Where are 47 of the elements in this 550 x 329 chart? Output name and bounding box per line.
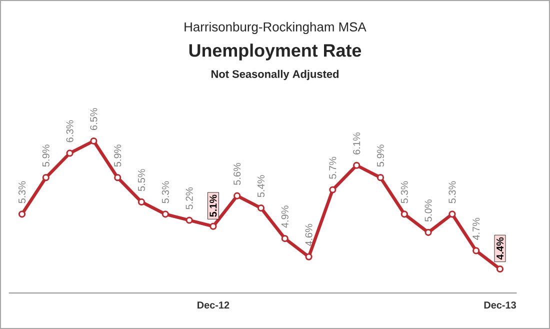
point xyxy=(472,247,480,254)
data-label: 4.7% xyxy=(472,218,480,240)
data-label: 5.9% xyxy=(376,144,384,167)
point xyxy=(210,222,217,230)
data-label: 6.1% xyxy=(353,132,360,154)
point xyxy=(90,137,98,145)
point xyxy=(186,216,193,224)
point xyxy=(114,174,122,182)
data-label: 5.3% xyxy=(18,181,26,204)
point xyxy=(257,204,265,212)
x-tick-label: Dec-12 xyxy=(198,302,230,309)
data-label: 6.3% xyxy=(66,120,74,142)
point xyxy=(138,198,146,206)
text: Harrisonburg-Rockingham MSA xyxy=(184,22,366,34)
data-label: 5.9% xyxy=(42,144,50,167)
point xyxy=(353,162,360,169)
point xyxy=(162,210,169,218)
point xyxy=(329,186,336,194)
data-label: 4.9% xyxy=(281,206,288,228)
point xyxy=(305,253,312,260)
chart-title: Unemployment Rate xyxy=(189,44,362,60)
data-label: 5.4% xyxy=(257,175,265,198)
data-label: 5.9% xyxy=(114,144,122,167)
point xyxy=(376,174,384,182)
point xyxy=(448,210,456,218)
point xyxy=(424,228,432,236)
data-label: 5.1% xyxy=(210,194,217,217)
point xyxy=(42,174,50,182)
data-label: 5.6% xyxy=(234,162,241,185)
data-label: 5.3% xyxy=(448,181,456,204)
data-label: 5.3% xyxy=(162,181,169,204)
data-label: 6.5% xyxy=(90,108,98,130)
data-label: 5.3% xyxy=(400,181,408,204)
point xyxy=(234,192,241,200)
point xyxy=(18,210,26,218)
point xyxy=(496,265,504,273)
data-label: 4.6% xyxy=(305,224,312,246)
data-label: 5.7% xyxy=(329,156,336,179)
data-label: 4.4% xyxy=(496,237,504,260)
data-label: 5.0% xyxy=(424,200,432,222)
point xyxy=(281,234,288,242)
data-label: 5.5% xyxy=(138,169,146,192)
data-label: 5.2% xyxy=(186,187,193,210)
point xyxy=(66,150,74,157)
x-tick-label: Dec-13 xyxy=(484,302,516,309)
chart-subtitle: Not Seasonally Adjusted xyxy=(211,70,339,80)
point xyxy=(400,210,408,218)
